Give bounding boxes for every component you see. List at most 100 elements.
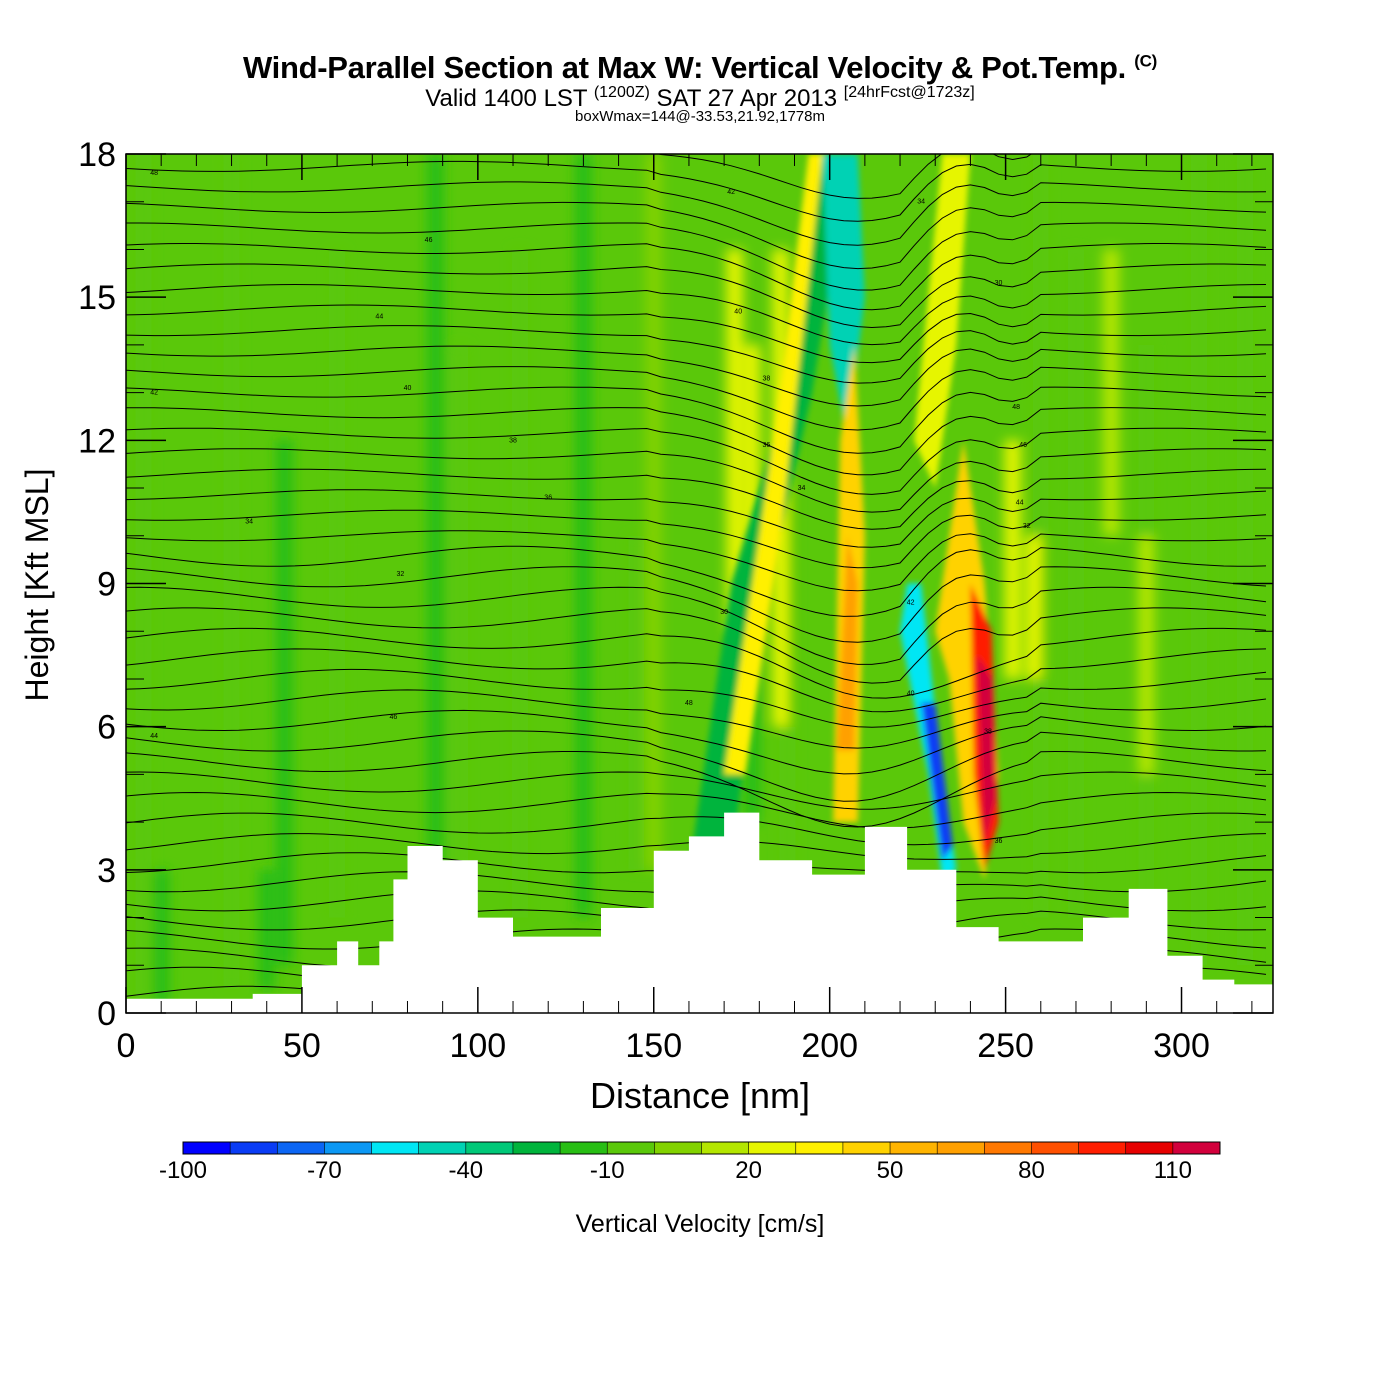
theta-contour-label: 30 — [720, 609, 728, 616]
theta-contour — [126, 545, 1267, 617]
theta-contour-label: 48 — [1012, 404, 1020, 411]
field-streak — [1138, 535, 1155, 775]
field-streak — [1025, 535, 1042, 679]
theta-contour-label: 46 — [1019, 442, 1027, 449]
colorbar-swatch — [1125, 1142, 1174, 1154]
theta-contour-label: 42 — [907, 600, 915, 607]
theta-contour — [126, 530, 1267, 592]
theta-contour — [126, 243, 1267, 311]
theta-contour-label: 30 — [995, 280, 1003, 287]
colorbar-tick-label: 50 — [876, 1157, 904, 1184]
theta-contour — [126, 222, 1267, 291]
theta-contour-label: 38 — [762, 375, 770, 382]
theta-contour-label: 44 — [1016, 499, 1024, 506]
theta-contour-label: 34 — [798, 485, 806, 492]
colorbar-swatch — [748, 1142, 797, 1154]
y-tick-label: 18 — [78, 136, 116, 174]
terrain-mask — [126, 812, 1273, 1013]
theta-contour-label: 34 — [917, 199, 925, 206]
theta-contour — [126, 427, 1267, 495]
colorbar-swatch — [795, 1142, 844, 1154]
colorbar — [182, 1141, 1221, 1155]
theta-contour — [126, 627, 1267, 699]
field-streak — [1191, 154, 1208, 966]
valid-date: SAT 27 Apr 2013 — [656, 85, 838, 112]
theta-contour-label: 32 — [1023, 523, 1031, 530]
colorbar-swatch — [465, 1142, 514, 1154]
field-streak — [645, 154, 662, 870]
theta-contour — [126, 345, 1267, 407]
theta-contour — [126, 586, 1267, 665]
colorbar-swatch — [324, 1142, 373, 1154]
colorbar-swatch — [607, 1142, 655, 1154]
updraft-core-b-inner — [977, 655, 996, 846]
velocity-field: 48 46 44 42 40 38 36 34 32 30 48 46 44 42 40 38 36 34 32 30… — [126, 154, 1273, 1013]
theta-contour — [126, 181, 1267, 246]
theta-contour — [126, 160, 1267, 222]
theta-contour-label: 42 — [727, 189, 735, 196]
x-tick-label: 50 — [283, 1027, 321, 1065]
theta-contour-label: 40 — [907, 690, 915, 697]
x-tick-label: 0 — [117, 1027, 136, 1065]
theta-contour-label: 36 — [995, 838, 1003, 845]
field-streak — [726, 249, 743, 632]
field-streak — [628, 535, 645, 870]
colorbar-swatch — [371, 1142, 420, 1154]
y-axis-label: Height [Kft MSL] — [19, 469, 55, 702]
colorbar-tick-label: -10 — [589, 1157, 625, 1184]
x-tick-label: 100 — [449, 1027, 506, 1065]
colorbar-swatch — [1172, 1142, 1221, 1154]
theta-contour — [126, 366, 1267, 431]
theta-contour-label: 38 — [984, 728, 992, 735]
colorbar-tick-label: -40 — [448, 1157, 484, 1184]
theta-contour-label: 48 — [685, 700, 693, 707]
colorbar-swatch — [1031, 1142, 1080, 1154]
field-streak — [1067, 249, 1084, 918]
theta-contour — [126, 771, 1267, 810]
field-streak — [1236, 154, 1253, 966]
colorbar-swatch — [230, 1142, 278, 1154]
colorbar-swatch — [277, 1142, 325, 1154]
x-tick-label: 250 — [977, 1027, 1034, 1065]
colorbar-swatch — [701, 1142, 750, 1154]
theta-contour-label: 42 — [150, 390, 158, 397]
theta-contour — [126, 668, 1267, 728]
title-main: Wind-Parallel Section at Max W: Vertical… — [243, 50, 1126, 85]
theta-contour — [126, 509, 1267, 569]
field-streak — [1103, 249, 1120, 536]
field-streak — [276, 440, 293, 966]
field-streak — [223, 154, 240, 990]
y-tick-label: 0 — [97, 995, 116, 1033]
theta-contour — [126, 791, 1267, 829]
theta-contour — [126, 468, 1267, 530]
theta-contour-label: 48 — [150, 170, 158, 177]
theta-contour — [126, 283, 1267, 346]
theta-contour — [126, 648, 1267, 713]
colorbar-tick-label: -70 — [307, 1157, 342, 1184]
theta-contour — [126, 812, 1267, 846]
x-axis-label: Distance [nm] — [590, 1075, 810, 1116]
theta-contour-label: 40 — [734, 308, 742, 315]
theta-contour — [126, 566, 1267, 643]
theta-contour-label: 44 — [375, 313, 383, 320]
chart-subtitle: Valid 1400 LST (1200Z) SAT 27 Apr 2013 [… — [0, 84, 1400, 113]
y-tick-label: 6 — [97, 709, 116, 747]
colorbar-swatch — [890, 1142, 938, 1154]
colorbar-swatch — [984, 1142, 1032, 1154]
theta-contour — [656, 154, 1033, 199]
theta-contour — [126, 263, 1267, 329]
theta-contour-label: 44 — [150, 733, 158, 740]
colorbar-tick-label: 20 — [735, 1157, 762, 1184]
colorbar-swatch — [654, 1142, 702, 1154]
colorbar-swatch — [1078, 1142, 1127, 1154]
theta-contour-label: 46 — [390, 714, 398, 721]
theta-contour-label: 36 — [762, 442, 770, 449]
colorbar-swatch — [183, 1142, 231, 1154]
colorbar-tick-label: 110 — [1153, 1157, 1192, 1184]
theta-contour — [126, 709, 1267, 775]
updraft-band-east-top — [914, 154, 971, 489]
theta-contour — [126, 730, 1267, 802]
field-streak — [135, 154, 152, 1004]
colorbar-swatch — [560, 1142, 608, 1154]
